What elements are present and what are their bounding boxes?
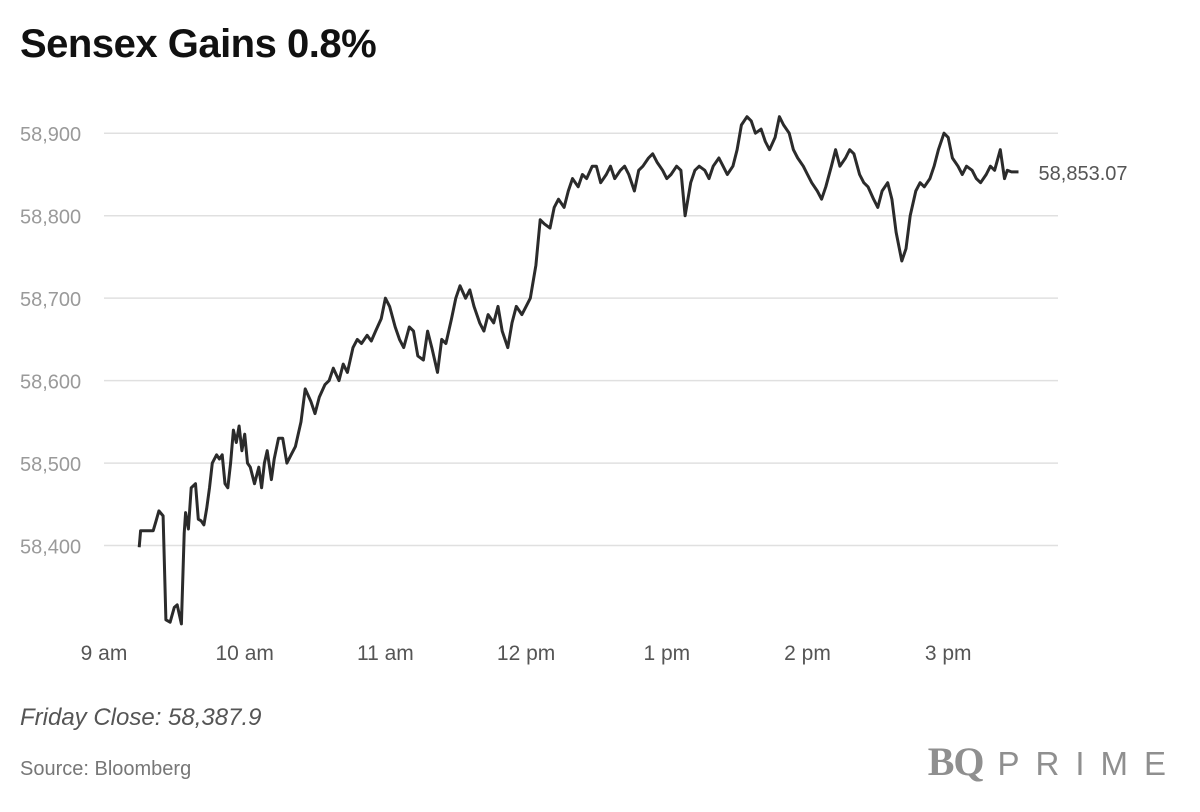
x-tick-label: 3 pm	[925, 642, 972, 665]
y-tick-label: 58,700	[20, 289, 81, 311]
source-note: Source: Bloomberg	[20, 758, 192, 780]
x-tick-label: 11 am	[357, 642, 414, 665]
logo-mark: BQ	[927, 739, 985, 784]
last-value-label: 58,853.07	[1039, 163, 1128, 185]
chart-title: Sensex Gains 0.8%	[20, 22, 377, 66]
y-tick-label: 58,900	[20, 124, 81, 146]
x-tick-label: 9 am	[81, 642, 128, 665]
series-line-sensex	[137, 115, 1019, 626]
y-tick-label: 58,600	[20, 372, 81, 394]
y-tick-label: 58,400	[20, 537, 81, 559]
bq-prime-logo: BQ PRIME	[928, 738, 1182, 785]
y-tick-label: 58,800	[20, 207, 81, 229]
y-axis-tick-labels: 58,400 58,500 58,600 58,700 58,800 58,900	[20, 124, 81, 558]
x-tick-label: 10 am	[216, 642, 274, 665]
x-tick-label: 12 pm	[497, 642, 555, 665]
y-tick-label: 58,500	[20, 454, 81, 476]
x-tick-label: 1 pm	[643, 642, 690, 665]
x-tick-label: 2 pm	[784, 642, 831, 665]
friday-close-note: Friday Close: 58,387.9	[20, 704, 262, 731]
logo-word: PRIME	[997, 745, 1182, 782]
series-layer	[137, 115, 1019, 626]
x-axis-tick-labels: 9 am 10 am 11 am 12 pm 1 pm 2 pm 3 pm	[81, 642, 972, 665]
